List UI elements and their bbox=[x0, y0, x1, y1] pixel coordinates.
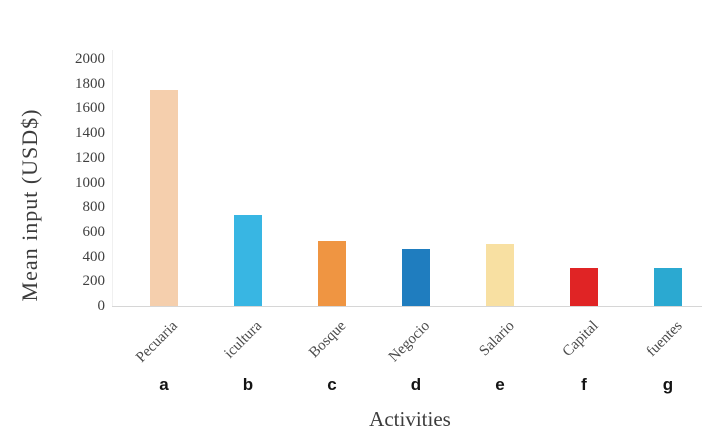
letter-label: a bbox=[159, 375, 169, 394]
category-label: Salario bbox=[475, 318, 518, 360]
y-axis-title: Mean input (USD$) bbox=[17, 108, 42, 302]
y-tick-label: 400 bbox=[82, 248, 106, 265]
y-tick-label: 1800 bbox=[75, 75, 105, 92]
category-label: Pecuaria bbox=[133, 318, 182, 366]
y-tick-label: 0 bbox=[97, 298, 106, 314]
letter-label: b bbox=[242, 375, 254, 394]
y-axis-line bbox=[112, 50, 113, 306]
category-label: Negocio bbox=[386, 318, 434, 366]
x-axis-title: Activities bbox=[369, 407, 451, 431]
letter-label: f bbox=[581, 375, 587, 394]
bar-d bbox=[402, 248, 430, 306]
y-tick-label: 2000 bbox=[75, 51, 105, 67]
y-tick-label: 600 bbox=[82, 223, 106, 240]
y-tick-label: 1600 bbox=[75, 100, 105, 117]
y-tick-label: 1400 bbox=[75, 125, 105, 142]
y-tick-label: 1000 bbox=[75, 174, 105, 191]
category-label: icultura bbox=[221, 318, 266, 362]
letter-label: g bbox=[662, 375, 674, 394]
bar-a bbox=[150, 89, 178, 306]
bar-e bbox=[486, 243, 514, 306]
category-label: fuentes bbox=[643, 318, 686, 360]
category-label: Bosque bbox=[306, 318, 350, 362]
category-label: Capital bbox=[559, 318, 602, 360]
bar-f bbox=[570, 267, 598, 306]
letter-label: e bbox=[495, 375, 505, 394]
y-tick-label: 1200 bbox=[75, 149, 105, 166]
bar-b bbox=[234, 214, 262, 306]
letter-label: c bbox=[327, 375, 337, 394]
bar-g bbox=[654, 267, 682, 306]
letter-label: d bbox=[410, 375, 422, 394]
y-tick-label: 800 bbox=[82, 199, 106, 216]
x-axis-line bbox=[112, 306, 702, 307]
bar-c bbox=[318, 241, 346, 306]
y-tick-label: 200 bbox=[82, 273, 106, 290]
